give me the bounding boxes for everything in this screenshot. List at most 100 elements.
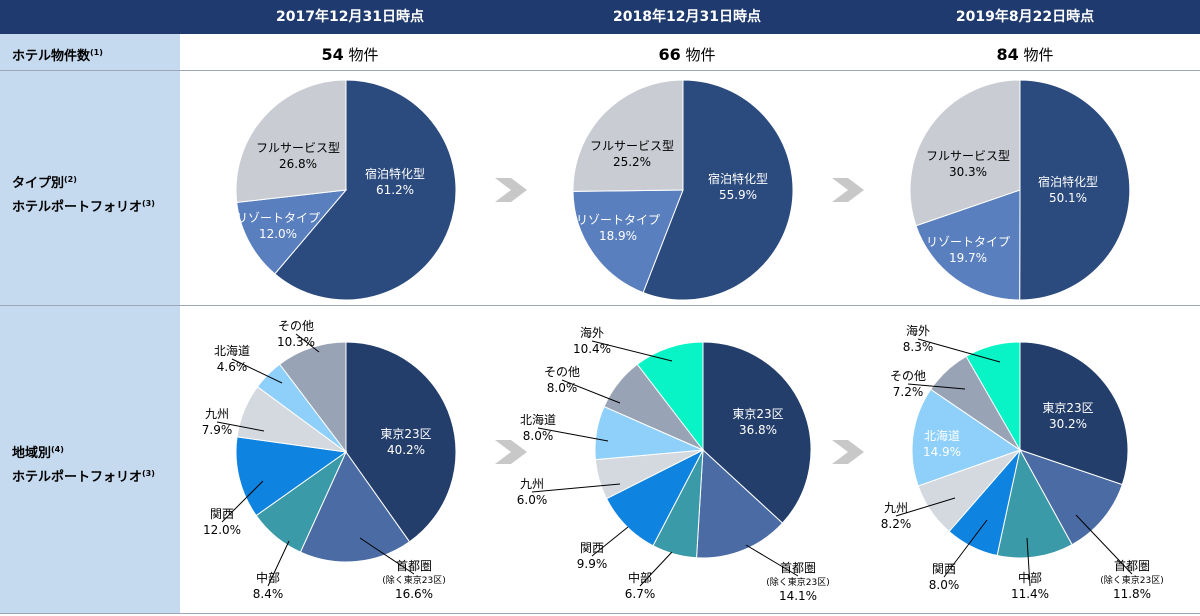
slice-label-kansai: 関西 — [210, 507, 234, 521]
row-label-region: 地域別(4) ホテルポートフォリオ(3) — [12, 440, 155, 488]
slice-value-tokyo-23: 36.8% — [739, 423, 777, 437]
slice-value-kyushu: 6.0% — [517, 493, 548, 507]
slice-label-other: その他 — [278, 319, 314, 333]
slice-value-hokkaido: 4.6% — [217, 360, 248, 374]
leader-line — [917, 338, 1001, 363]
slice-value-hokkaido: 14.9% — [923, 445, 961, 459]
slice-value-other: 7.2% — [893, 385, 924, 399]
slice-note-greater-tokyo: (除く東京23区) — [1100, 574, 1163, 586]
slice-value-budget: 61.2% — [376, 183, 414, 197]
slice-value-greater-tokyo: 14.1% — [779, 589, 817, 603]
slice-value-other: 10.3% — [277, 335, 315, 349]
footnote-marker: (3) — [142, 199, 155, 208]
slice-label-full-service: フルサービス型 — [590, 139, 674, 153]
leader-line — [895, 497, 956, 517]
divider-line — [0, 613, 1200, 614]
row-label-count: ホテル物件数(1) — [12, 43, 103, 67]
slice-label-greater-tokyo: 首都圏 — [780, 561, 816, 575]
slice-label-overseas: 海外 — [580, 325, 604, 340]
slice-label-hokkaido: 北海道 — [214, 343, 250, 358]
slice-value-resort: 19.7% — [949, 251, 987, 265]
slice-label-hokkaido: 北海道 — [520, 412, 556, 427]
header-bar: 2017年12月31日時点 2018年12月31日時点 2019年8月22日時点 — [0, 0, 1200, 34]
date-header-2019: 2019年8月22日時点 — [955, 9, 1095, 25]
slice-label-budget: 宿泊特化型 — [708, 171, 768, 186]
slice-label-greater-tokyo: 首都圏 — [1114, 559, 1150, 573]
slice-value-budget: 55.9% — [719, 188, 757, 202]
slice-label-full-service: フルサービス型 — [926, 149, 1010, 163]
slice-value-chubu: 6.7% — [625, 587, 656, 601]
leader-line — [267, 540, 290, 587]
slice-label-kansai: 関西 — [932, 562, 956, 576]
pie-slice-overseas — [965, 341, 1021, 452]
leader-line — [1075, 514, 1133, 575]
pie-slice-full-service — [572, 79, 684, 192]
leader-line — [295, 333, 320, 353]
count-value: 66 — [658, 45, 681, 64]
pie-slice-budget — [274, 79, 457, 301]
chevron-arrow-icon — [495, 178, 527, 202]
pie-slice-chubu — [996, 448, 1073, 559]
slice-value-chubu: 11.4% — [1011, 587, 1049, 601]
slice-label-resort: リゾートタイプ — [236, 211, 320, 225]
count-value: 84 — [996, 45, 1019, 64]
slice-value-overseas: 8.3% — [903, 340, 934, 354]
property-count-2019: 84 物件 — [875, 44, 1175, 65]
slice-value-resort: 18.9% — [599, 229, 637, 243]
slice-value-kansai: 12.0% — [203, 523, 241, 537]
pie-slice-resort — [236, 189, 348, 275]
footnote-marker: (4) — [51, 445, 64, 454]
slice-label-kyushu: 九州 — [205, 407, 229, 421]
pie-slice-full-service — [909, 79, 1021, 227]
date-header-2017: 2017年12月31日時点 — [276, 9, 424, 25]
pie-slice-greater-tokyo — [1018, 449, 1123, 546]
slice-value-full-service: 26.8% — [279, 157, 317, 171]
slice-value-overseas: 10.4% — [573, 342, 611, 356]
row-label-type: タイプ別(2) ホテルポートフォリオ(3) — [12, 170, 155, 218]
footnote-marker: (1) — [90, 48, 103, 57]
leader-line — [531, 483, 621, 493]
slice-value-kansai: 9.9% — [577, 557, 608, 571]
slice-value-full-service: 25.2% — [613, 155, 651, 169]
footnote-marker: (3) — [142, 469, 155, 478]
slice-value-tokyo-23: 40.2% — [387, 443, 425, 457]
region-label-text: 地域別 — [12, 446, 52, 461]
pie-slice-tokyo-23 — [1019, 341, 1129, 486]
pie-slice-greater-tokyo — [696, 448, 784, 559]
leader-line — [231, 358, 283, 384]
slice-note-greater-tokyo: (除く東京23区) — [766, 576, 829, 588]
leader-line — [591, 340, 673, 362]
leader-line — [745, 544, 799, 577]
slice-value-kansai: 8.0% — [929, 578, 960, 592]
pie-slice-hokkaido — [911, 388, 1022, 487]
slice-label-other: その他 — [544, 365, 580, 379]
slice-value-other: 8.0% — [547, 381, 578, 395]
pie-slice-full-service — [235, 79, 347, 203]
slice-label-other: その他 — [890, 369, 926, 383]
chevron-arrow-icon — [832, 178, 864, 202]
type-label-text: タイプ別 — [12, 176, 65, 191]
slice-value-tokyo-23: 30.2% — [1049, 417, 1087, 431]
slice-value-kyushu: 7.9% — [202, 423, 233, 437]
leader-line — [639, 551, 673, 587]
slice-label-budget: 宿泊特化型 — [365, 166, 425, 181]
leader-line — [359, 537, 415, 575]
slice-label-budget: 宿泊特化型 — [1038, 174, 1098, 189]
leader-line — [591, 526, 629, 557]
pie-slice-tokyo-23 — [345, 341, 457, 543]
slice-note-greater-tokyo: (除く東京23区) — [382, 574, 445, 586]
slice-label-kyushu: 九州 — [520, 477, 544, 491]
leader-line — [1026, 537, 1031, 587]
footnote-marker: (2) — [64, 175, 77, 184]
slice-value-chubu: 8.4% — [253, 587, 284, 601]
pie-slice-resort — [572, 189, 684, 294]
row-label-column — [0, 34, 180, 614]
count-label-text: ホテル物件数 — [12, 49, 91, 64]
slice-label-tokyo-23: 東京23区 — [380, 427, 431, 441]
slice-value-greater-tokyo: 16.6% — [395, 587, 433, 601]
slice-label-tokyo-23: 東京23区 — [732, 407, 783, 421]
slice-label-kansai: 関西 — [580, 541, 604, 555]
slice-label-chubu: 中部 — [256, 570, 280, 585]
date-header-2018: 2018年12月31日時点 — [613, 9, 761, 25]
pie-slice-resort — [915, 189, 1021, 301]
